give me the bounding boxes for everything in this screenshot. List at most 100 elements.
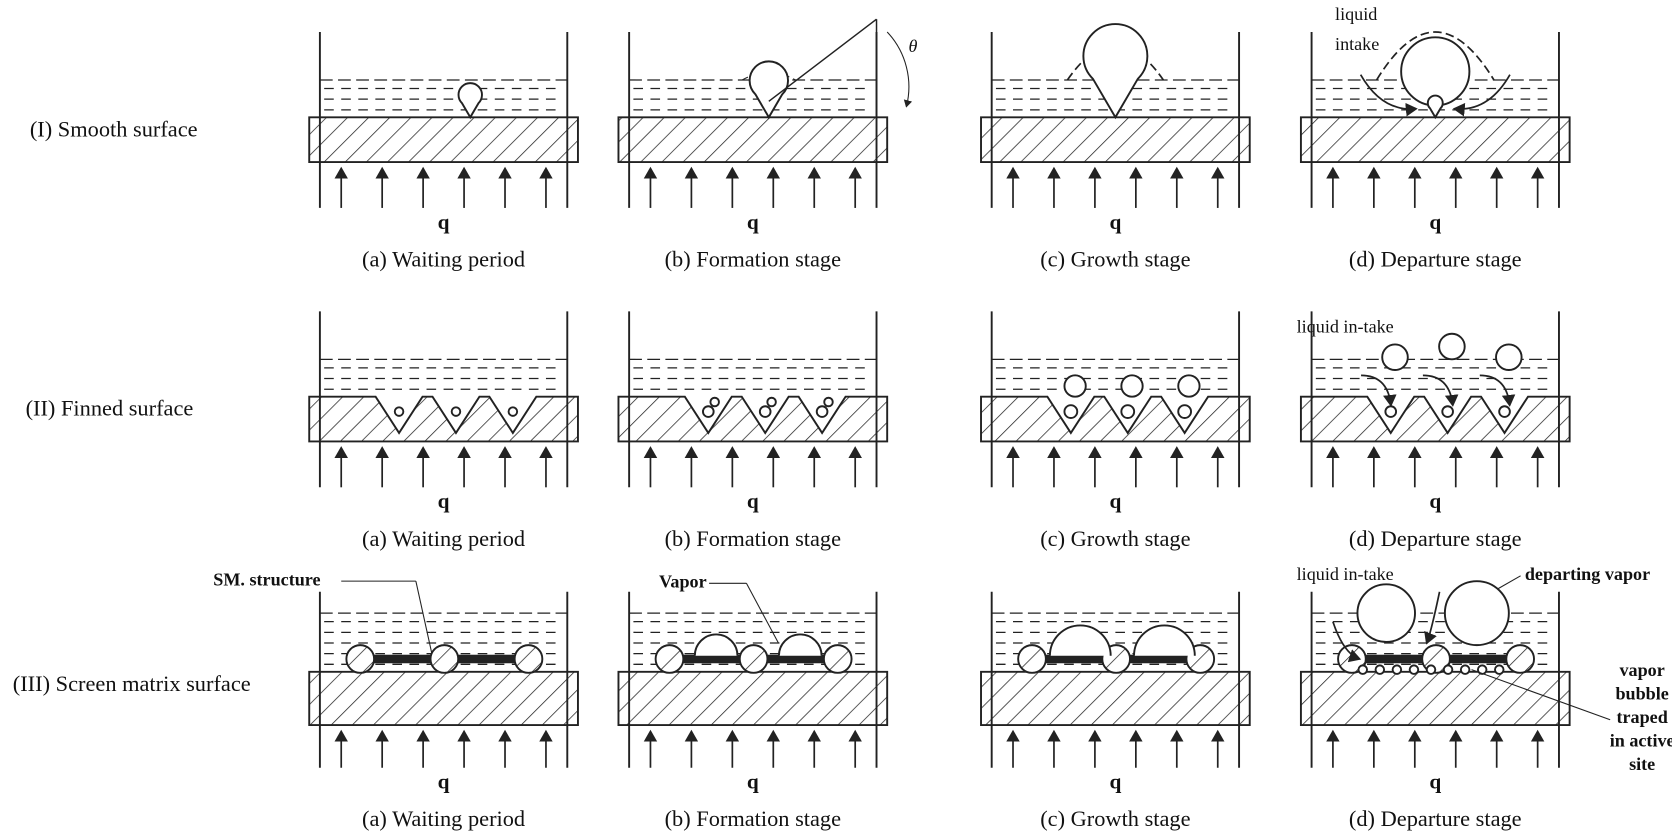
heater-plate <box>980 395 1251 443</box>
caption: (b) Formation stage <box>665 806 842 831</box>
row-label: (III) Screen matrix surface <box>13 671 251 696</box>
heat-flux-label: q <box>747 489 759 513</box>
bubble <box>1505 644 1535 674</box>
heater-plate <box>308 670 579 727</box>
bubble <box>766 396 777 408</box>
annotation: liquid in-take <box>1297 564 1394 584</box>
caption: (a) Waiting period <box>362 806 525 831</box>
bubble <box>654 644 685 674</box>
row-label: (I) Smooth surface <box>30 116 198 141</box>
caption: (a) Waiting period <box>362 246 525 271</box>
arrow <box>1361 374 1397 407</box>
bubble <box>693 633 739 656</box>
arrow <box>1359 74 1418 117</box>
bubble <box>822 644 853 674</box>
annotation: traped <box>1616 707 1667 727</box>
caption: (b) Formation stage <box>665 526 842 551</box>
heat-flux-label: q <box>1429 770 1441 794</box>
annotation: in active <box>1610 730 1672 750</box>
bubble <box>393 406 405 417</box>
heater-plate <box>980 116 1251 164</box>
bubble <box>748 60 789 120</box>
heater-plate <box>617 395 889 443</box>
heater-plate <box>1299 395 1571 443</box>
caption: (c) Growth stage <box>1040 526 1190 551</box>
heater-plate <box>308 116 579 164</box>
heater-plate <box>308 395 579 443</box>
heater-plate <box>617 116 889 164</box>
heat-flux-label: q <box>747 210 759 234</box>
bubble <box>1459 664 1471 675</box>
angle-line <box>768 18 877 102</box>
bubble <box>1048 624 1112 656</box>
caption: (b) Formation stage <box>665 246 842 271</box>
annotation: bubble <box>1615 683 1668 703</box>
bubble <box>1120 404 1136 419</box>
heat-flux-label: q <box>1109 770 1121 794</box>
bubble <box>1120 374 1144 398</box>
bubble <box>429 644 460 674</box>
leader <box>415 581 433 654</box>
leader <box>1497 575 1521 590</box>
arrow <box>1452 74 1511 117</box>
liquid-bump <box>1066 44 1165 81</box>
bubble <box>1356 583 1416 643</box>
heater-plate <box>980 670 1251 727</box>
bubble <box>1425 664 1437 675</box>
bubble <box>457 82 483 120</box>
bubble <box>1494 664 1505 675</box>
annotation: liquid <box>1335 4 1377 24</box>
bubble <box>1384 405 1398 418</box>
heater-plate <box>1299 116 1571 164</box>
bubble <box>702 405 715 418</box>
bubble <box>1391 664 1403 675</box>
bubble <box>345 644 376 674</box>
caption: (c) Growth stage <box>1040 246 1190 271</box>
caption: (d) Departure stage <box>1349 526 1522 551</box>
annotation: intake <box>1335 34 1379 54</box>
annotation: SM. structure <box>213 569 320 589</box>
bubble <box>1063 374 1087 398</box>
bubble <box>1438 332 1466 361</box>
row-label: (II) Finned surface <box>26 396 194 421</box>
bubble <box>1133 624 1196 656</box>
heat-flux-label: q <box>438 489 450 513</box>
theta-label: θ <box>909 36 918 56</box>
heat-flux-label: q <box>1109 489 1121 513</box>
caption: (c) Growth stage <box>1040 806 1190 831</box>
heat-flux-label: q <box>747 770 759 794</box>
bubble <box>1357 664 1368 675</box>
arrow <box>1422 374 1459 407</box>
leader <box>745 583 779 644</box>
bubble <box>709 396 720 408</box>
bubble <box>758 405 772 418</box>
bubble <box>1017 644 1047 674</box>
heat-flux-label: q <box>438 210 450 234</box>
bubble <box>507 406 519 417</box>
annotation: Vapor <box>659 571 707 591</box>
arrow <box>1479 374 1516 407</box>
heater-plate <box>1299 670 1571 727</box>
caption: (d) Departure stage <box>1349 806 1522 831</box>
angle-arc <box>886 31 913 108</box>
annotation: vapor <box>1620 660 1665 680</box>
caption: (a) Waiting period <box>362 526 525 551</box>
bubble <box>1441 405 1454 418</box>
bubble <box>777 633 823 656</box>
bubble <box>1177 404 1193 419</box>
heat-flux-label: q <box>438 770 450 794</box>
liquid-bump <box>1375 31 1495 81</box>
bubble <box>1408 664 1420 675</box>
bubble <box>1443 580 1510 647</box>
bubble <box>815 405 829 418</box>
liquid-bump <box>741 71 796 81</box>
bubble <box>1063 404 1079 419</box>
bubble <box>1426 94 1444 120</box>
arrow <box>1332 621 1362 663</box>
bubble <box>738 644 769 674</box>
heat-flux-label: q <box>1429 210 1441 234</box>
leader <box>1471 669 1611 721</box>
bubble <box>1082 23 1149 120</box>
annotation: site <box>1629 754 1655 774</box>
